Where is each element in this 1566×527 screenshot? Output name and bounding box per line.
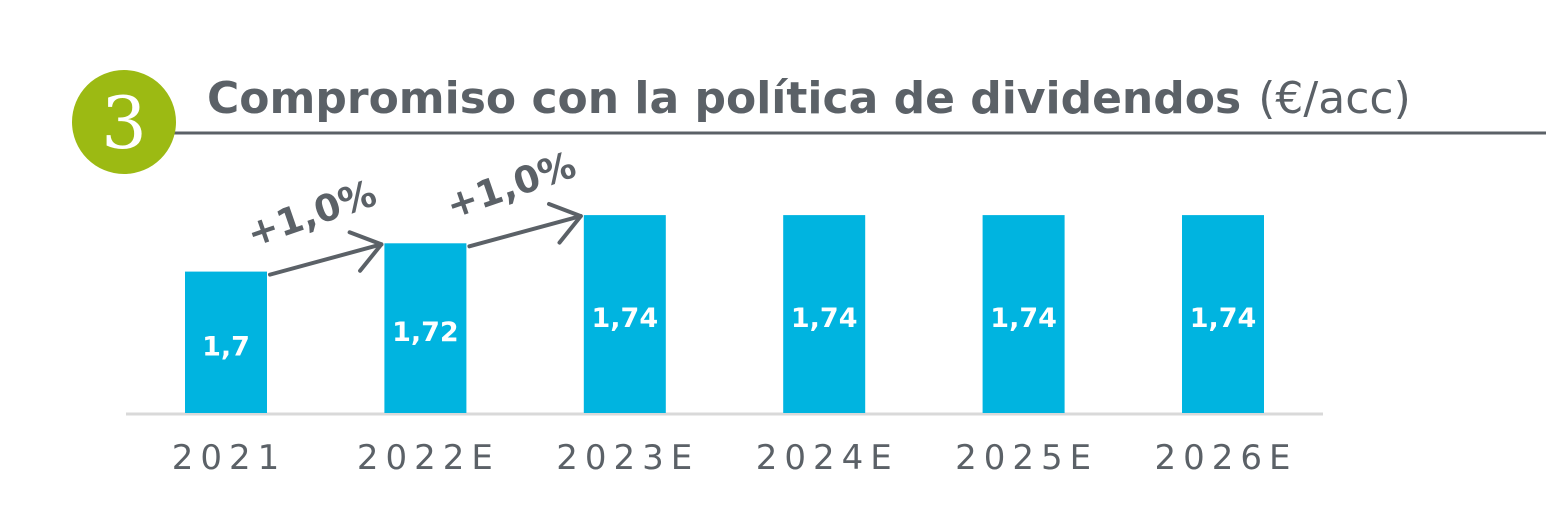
bar-series <box>185 215 1264 413</box>
page-title-unit: (€/acc) <box>1258 73 1411 124</box>
bar-2026E <box>1182 215 1264 413</box>
growth-arrow-head-1 <box>347 230 384 273</box>
data-labels: 1,7 1,72 1,74 1,74 1,74 1,74 <box>202 303 1256 362</box>
growth-label-1: +1,0% <box>241 172 381 256</box>
data-label-2023E: 1,74 <box>591 303 658 334</box>
growth-arrow-line-2 <box>467 214 583 249</box>
bar-2022E <box>384 243 467 413</box>
data-label-2025E: 1,74 <box>990 303 1057 334</box>
tick-label-2024E: 2024E <box>756 438 899 478</box>
growth-arrow-head-2 <box>547 202 583 245</box>
page-title: Compromiso con la política de dividendos… <box>207 73 1411 124</box>
x-axis-tick-labels: 2021 2022E 2023E 2024E 2025E 2026E <box>172 438 1297 478</box>
growth-annotation-1: +1,0% <box>241 172 384 277</box>
growth-arrow-line-1 <box>268 242 384 277</box>
bar-2025E <box>982 215 1065 413</box>
bar-chart: 1,7 1,72 1,74 1,74 1,74 1,74 2021 2022E 2023E 20… <box>126 143 1323 478</box>
tick-label-2023E: 2023E <box>556 438 699 478</box>
tick-label-2025E: 2025E <box>955 438 1098 478</box>
data-label-2021: 1,7 <box>202 331 250 362</box>
tick-label-2022E: 2022E <box>357 438 500 478</box>
tick-label-2026E: 2026E <box>1154 438 1297 478</box>
section-badge <box>72 70 176 174</box>
growth-label-2: +1,0% <box>441 143 581 227</box>
header: 3 Compromiso con la política de dividend… <box>72 70 1546 174</box>
data-label-2026E: 1,74 <box>1190 303 1257 334</box>
bar-2024E <box>783 215 866 413</box>
page-title-main: Compromiso con la política de dividendos <box>207 73 1241 124</box>
data-label-2024E: 1,74 <box>791 303 858 334</box>
growth-annotation-2: +1,0% <box>441 143 583 249</box>
data-label-2022E: 1,72 <box>392 317 459 348</box>
bar-2021 <box>185 271 267 413</box>
tick-label-2021: 2021 <box>172 438 287 478</box>
section-badge-number: 3 <box>101 81 147 165</box>
bar-2023E <box>583 215 666 413</box>
